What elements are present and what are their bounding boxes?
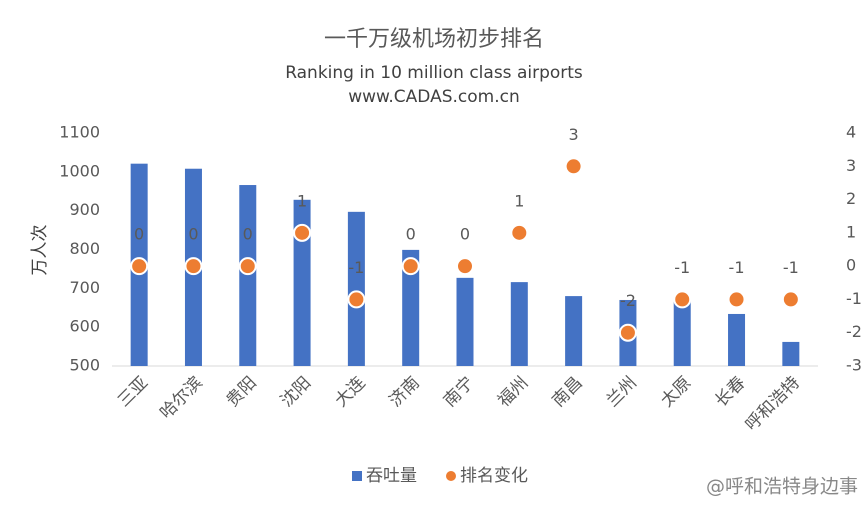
- y2-tick-label: 1: [846, 222, 856, 241]
- bar: [673, 299, 691, 366]
- point: [781, 290, 800, 309]
- legend-label: 吞吐量: [366, 466, 417, 486]
- data-label: -1: [783, 258, 799, 277]
- point: [293, 223, 312, 242]
- data-label: 1: [514, 191, 524, 210]
- point: [673, 290, 692, 309]
- data-label: 0: [134, 225, 144, 244]
- y2-tick-label: -1: [846, 289, 862, 308]
- y-tick-label: 900: [69, 200, 100, 219]
- data-label: -1: [348, 258, 364, 277]
- y2-tick-label: 0: [846, 256, 856, 275]
- point: [727, 290, 746, 309]
- chart-subtitle: Ranking in 10 million class airports: [285, 63, 583, 83]
- chart-source: www.CADAS.com.cn: [348, 87, 520, 107]
- bar: [565, 296, 583, 366]
- data-label: 0: [460, 225, 470, 244]
- bar: [782, 341, 800, 366]
- data-label: -1: [674, 258, 690, 277]
- data-label: 3: [569, 125, 579, 144]
- y2-tick-label: 4: [846, 123, 856, 142]
- legend-swatch: [446, 471, 456, 481]
- data-label: 0: [406, 225, 416, 244]
- y2-tick-label: 3: [846, 156, 856, 175]
- y-tick-label: 700: [69, 278, 100, 297]
- point: [564, 157, 583, 176]
- bar: [293, 199, 311, 366]
- point: [401, 257, 420, 276]
- data-label: 1: [297, 191, 307, 210]
- y2-tick-label: 2: [846, 189, 856, 208]
- data-label: -2: [620, 291, 636, 310]
- y2-tick-label: -3: [846, 356, 862, 375]
- data-label: 0: [243, 225, 253, 244]
- point: [347, 290, 366, 309]
- legend-label: 排名变化: [460, 466, 528, 486]
- point: [130, 257, 149, 276]
- data-label: -1: [729, 258, 745, 277]
- y-tick-label: 500: [69, 356, 100, 375]
- watermark: @呼和浩特身边事: [706, 476, 858, 498]
- point: [184, 257, 203, 276]
- y-tick-label: 1100: [59, 123, 100, 142]
- bar: [510, 282, 528, 366]
- y2-tick-label: -2: [846, 322, 862, 341]
- bar: [456, 277, 474, 366]
- bar: [347, 211, 365, 366]
- legend-swatch: [352, 471, 362, 481]
- point: [618, 323, 637, 342]
- chart-title: 一千万级机场初步排名: [324, 27, 544, 52]
- y-axis-title: 万人次: [30, 225, 50, 276]
- y-tick-label: 1000: [59, 161, 100, 180]
- bar: [728, 313, 746, 366]
- bar: [402, 249, 420, 366]
- point: [510, 223, 529, 242]
- point: [456, 257, 474, 276]
- y-tick-label: 600: [69, 317, 100, 336]
- bar: [239, 185, 257, 366]
- data-label: 0: [188, 225, 198, 244]
- point: [238, 257, 257, 276]
- y-tick-label: 800: [69, 239, 100, 258]
